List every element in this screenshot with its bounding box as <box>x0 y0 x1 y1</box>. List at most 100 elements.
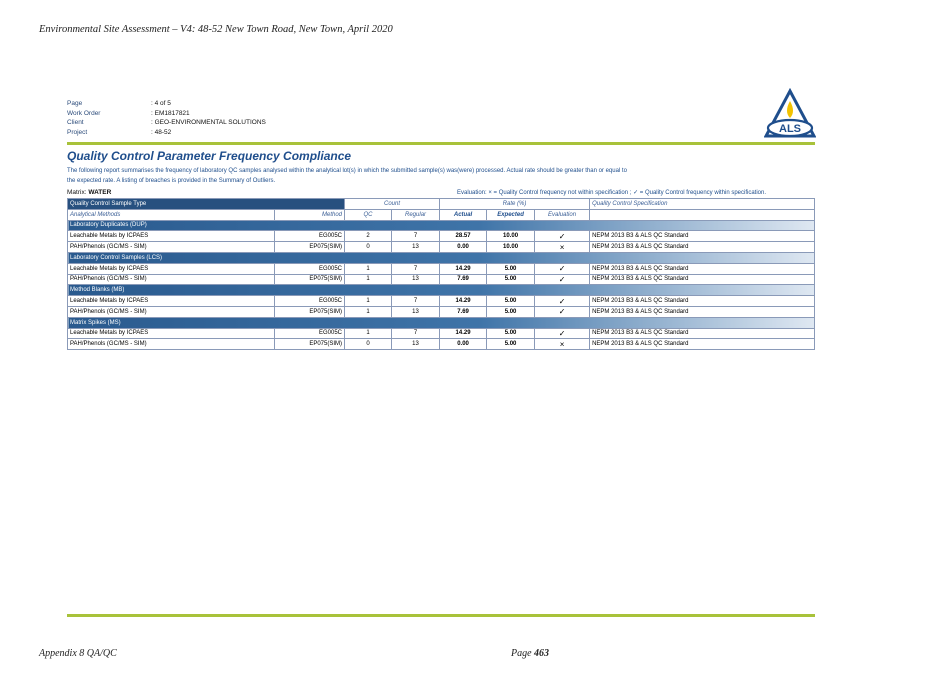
meta-key: Work Order <box>67 109 101 117</box>
intro-line: the expected rate. A listing of breaches… <box>67 178 276 184</box>
cell-actual: 7.69 <box>439 305 488 318</box>
table-row: Leachable Metals by ICPAES EG005C 2 7 28… <box>67 230 816 243</box>
cell-analytical-method: Leachable Metals by ICPAES <box>67 295 275 307</box>
cell-expected: 5.00 <box>486 305 536 318</box>
cell-spec: NEPM 2013 B3 & ALS QC Standard <box>589 327 816 340</box>
cell-spec: NEPM 2013 B3 & ALS QC Standard <box>589 295 816 307</box>
cell-regular: 13 <box>391 273 441 286</box>
cell-analytical-method: PAH/Phenols (GC/MS - SIM) <box>67 338 275 351</box>
cell-qc: 1 <box>344 273 393 286</box>
cell-regular: 7 <box>391 295 441 307</box>
cell-method: EG005C <box>273 327 346 340</box>
meta-row-page: Page : 4 of 5 <box>67 99 266 109</box>
logo-ellipse <box>766 118 814 138</box>
matrix-value: WATER <box>88 189 112 196</box>
group-title: Matrix Spikes (MS) <box>66 316 816 329</box>
footer-divider <box>67 614 815 617</box>
cell-analytical-method: PAH/Phenols (GC/MS - SIM) <box>67 305 275 318</box>
group-row-lcs: Laboratory Control Samples (LCS) <box>66 251 816 264</box>
cell-expected: 5.00 <box>486 262 536 275</box>
cell-expected: 5.00 <box>486 327 536 340</box>
table-row: Leachable Metals by ICPAES EG005C 1 7 14… <box>67 327 816 340</box>
meta-key: Client <box>67 119 84 127</box>
cell-actual: 0.00 <box>439 338 488 351</box>
cell-actual: 28.57 <box>439 230 488 243</box>
evaluation-legend: Evaluation: × = Quality Control frequenc… <box>457 190 767 196</box>
cell-regular: 7 <box>391 230 441 243</box>
table-row: Leachable Metals by ICPAES EG005C 1 7 14… <box>67 295 816 307</box>
group-row-mb: Method Blanks (MB) <box>66 284 816 297</box>
meta-value: : GEO-ENVIRONMENTAL SOLUTIONS <box>151 119 266 127</box>
cell-method: EG005C <box>273 230 346 243</box>
report-title: Quality Control Parameter Frequency Comp… <box>67 149 352 163</box>
meta-key: Page <box>67 100 83 107</box>
cell-actual: 7.69 <box>439 273 488 286</box>
cell-qc: 0 <box>344 338 393 351</box>
cell-spec: NEPM 2013 B3 & ALS QC Standard <box>589 241 816 253</box>
pass-check-icon: ✓ <box>534 327 591 340</box>
cell-analytical-method: Leachable Metals by ICPAES <box>67 327 275 340</box>
cell-regular: 13 <box>391 305 441 318</box>
cell-qc: 1 <box>344 295 393 307</box>
cell-expected: 5.00 <box>486 273 536 286</box>
group-title: Method Blanks (MB) <box>66 284 816 297</box>
header-spec: Quality Control Specification <box>589 198 816 210</box>
intro-line: The following report summarises the freq… <box>67 168 627 174</box>
cell-spec: NEPM 2013 B3 & ALS QC Standard <box>589 262 816 275</box>
pass-check-icon: ✓ <box>534 262 591 275</box>
meta-value: : EM1817821 <box>151 109 190 117</box>
footer-appendix: Appendix 8 QA/QC <box>39 648 117 659</box>
logo-flame <box>787 101 793 118</box>
footer-page-label: Page <box>511 648 532 659</box>
cell-regular: 7 <box>391 327 441 340</box>
cell-actual: 14.29 <box>439 327 488 340</box>
cell-spec: NEPM 2013 B3 & ALS QC Standard <box>589 273 816 286</box>
pass-check-icon: ✓ <box>534 273 591 286</box>
matrix-label: Matrix: WATER <box>67 189 111 196</box>
cell-qc: 1 <box>344 327 393 340</box>
group-row-dup: Laboratory Duplicates (DUP) <box>66 219 816 232</box>
cell-spec: NEPM 2013 B3 & ALS QC Standard <box>589 305 816 318</box>
meta-value: : 48-52 <box>151 128 172 136</box>
table-row: PAH/Phenols (GC/MS - SIM) EP075(SIM) 0 1… <box>67 338 816 351</box>
cell-regular: 13 <box>391 241 441 253</box>
matrix-key: Matrix: <box>67 189 87 196</box>
table-row: PAH/Phenols (GC/MS - SIM) EP075(SIM) 1 1… <box>67 305 816 318</box>
cell-qc: 1 <box>344 305 393 318</box>
header-rate: Rate (%) <box>439 198 591 210</box>
cell-expected: 5.00 <box>486 295 536 307</box>
cell-regular: 7 <box>391 262 441 275</box>
header-sample-type: Quality Control Sample Type <box>66 198 346 210</box>
cell-analytical-method: PAH/Phenols (GC/MS - SIM) <box>67 273 275 286</box>
document-header: Environmental Site Assessment – V4: 48-5… <box>39 24 393 35</box>
group-row-ms: Matrix Spikes (MS) <box>66 316 816 329</box>
fail-cross-icon: × <box>534 241 591 253</box>
table-row: PAH/Phenols (GC/MS - SIM) EP075(SIM) 0 1… <box>67 241 816 253</box>
header-actual: Actual <box>439 208 488 221</box>
pass-check-icon: ✓ <box>534 295 591 307</box>
fail-cross-icon: × <box>534 338 591 351</box>
cell-actual: 14.29 <box>439 262 488 275</box>
header-qc: QC <box>344 208 393 221</box>
meta-row-project: Project : 48-52 <box>67 128 266 138</box>
header-spec-blank <box>589 208 816 221</box>
cell-analytical-method: Leachable Metals by ICPAES <box>67 230 275 243</box>
meta-row-work-order: Work Order : EM1817821 <box>67 109 266 119</box>
cell-method: EP075(SIM) <box>273 338 346 351</box>
header-method: Method <box>273 208 346 221</box>
cell-method: EP075(SIM) <box>273 305 346 318</box>
cell-regular: 13 <box>391 338 441 351</box>
cell-method: EP075(SIM) <box>273 241 346 253</box>
footer-page: Page 463 <box>511 648 549 659</box>
header-count: Count <box>344 198 441 210</box>
cell-analytical-method: PAH/Phenols (GC/MS - SIM) <box>67 241 275 253</box>
logo-text: ALS <box>779 123 801 135</box>
header-divider <box>67 142 815 145</box>
cell-spec: NEPM 2013 B3 & ALS QC Standard <box>589 230 816 243</box>
cell-actual: 14.29 <box>439 295 488 307</box>
pass-check-icon: ✓ <box>534 230 591 243</box>
cell-method: EG005C <box>273 295 346 307</box>
header-analytical-methods: Analytical Methods <box>67 208 275 221</box>
header-evaluation: Evaluation <box>534 208 591 221</box>
cell-actual: 0.00 <box>439 241 488 253</box>
